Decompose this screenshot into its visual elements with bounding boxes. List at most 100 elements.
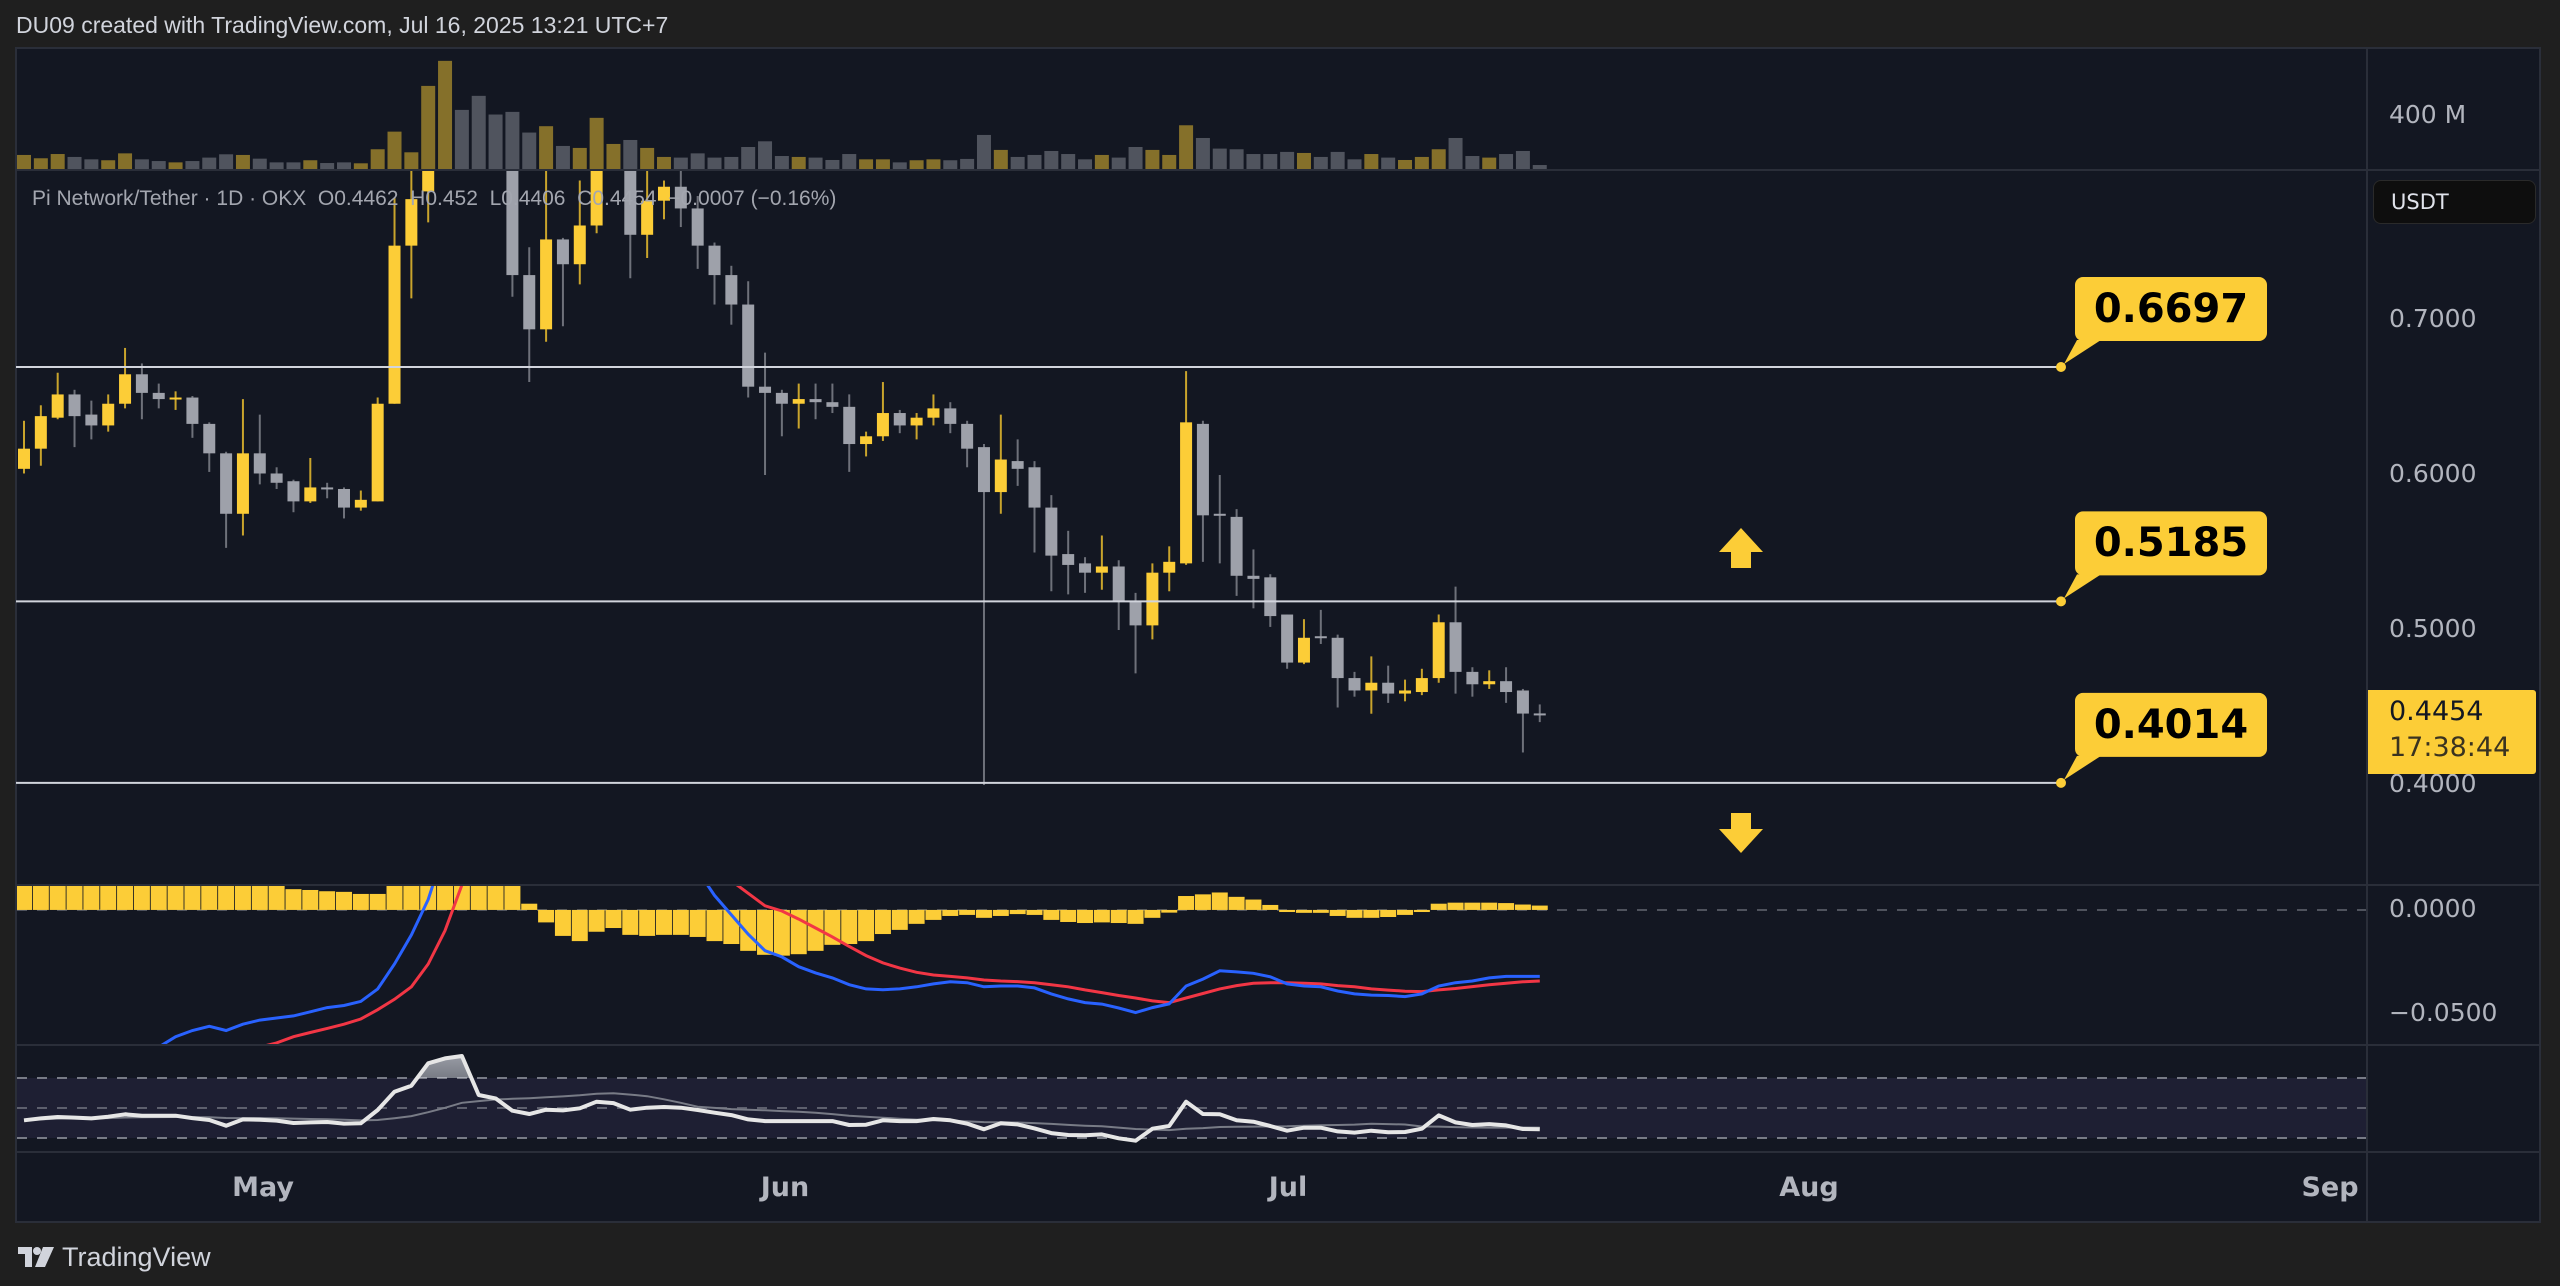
volume-bar: [134, 159, 149, 169]
macd-histogram-bar: [319, 891, 336, 910]
macd-histogram-bar: [1245, 899, 1262, 910]
candle-body: [1331, 637, 1344, 679]
candle-body: [1011, 461, 1024, 469]
candle-body: [809, 399, 822, 403]
volume-bar: [960, 158, 975, 169]
volume-bar: [421, 85, 436, 169]
volume-bar: [1061, 154, 1076, 169]
volume-bar: [892, 162, 907, 169]
macd-histogram-bar: [689, 909, 706, 937]
candle-body: [540, 239, 553, 330]
macd-histogram-bar: [1464, 902, 1481, 910]
candle-body: [186, 397, 199, 424]
callout-box: [2075, 692, 2267, 757]
macd-histogram-bar: [1329, 909, 1346, 916]
time-axis-label: May: [232, 1172, 294, 1203]
horizontal-levels[interactable]: [16, 277, 2267, 788]
currency-button[interactable]: USDT: [2373, 180, 2536, 224]
macd-histogram-bar: [925, 909, 942, 920]
candle-body: [1466, 671, 1479, 685]
volume-bar: [387, 131, 402, 169]
candle-body: [1163, 561, 1176, 573]
macd-histogram-bar: [891, 909, 908, 930]
volume-bar: [1398, 159, 1413, 169]
volume-bar: [522, 132, 537, 169]
arrow-up-icon[interactable]: [1719, 528, 1763, 568]
candle-body: [1314, 636, 1327, 639]
macd-histogram-bar: [1060, 909, 1077, 922]
legend-change: −0.0007 (−0.16%): [668, 187, 837, 210]
candle-body: [354, 499, 367, 508]
candle-body: [68, 394, 81, 417]
candle-body: [927, 408, 940, 418]
candle-body: [944, 408, 957, 424]
macd-histogram-bar: [302, 889, 319, 910]
level-label-resistance[interactable]: 0.6697: [2093, 286, 2249, 332]
volume-bar: [84, 159, 99, 169]
macd-histogram-bar: [285, 889, 302, 910]
volume-bar: [252, 158, 267, 169]
volume-bar: [1094, 154, 1109, 169]
macd-histogram-bar: [1211, 892, 1228, 910]
legend-open: O0.4462: [317, 187, 399, 210]
attribution-text: DU09 created with TradingView.com, Jul 1…: [16, 12, 669, 38]
macd-histogram-bar: [757, 909, 774, 955]
tradingview-logo[interactable]: TradingView: [18, 1242, 211, 1273]
volume-bar: [926, 159, 941, 169]
candle-body: [725, 275, 738, 305]
volume-bar: [1229, 149, 1244, 169]
volume-bar: [17, 154, 31, 169]
macd-histogram-bar: [975, 909, 992, 918]
macd-histogram-bar: [167, 886, 184, 910]
candle-body: [994, 459, 1007, 493]
price-axis-tick: 0.5000: [2389, 614, 2477, 643]
logo-text: TradingView: [62, 1242, 211, 1272]
volume-bar: [555, 145, 570, 169]
candle-body: [792, 399, 805, 404]
candle-body: [405, 199, 418, 246]
volume-bar: [1128, 147, 1143, 169]
macd-histogram-bar: [992, 909, 1009, 916]
symbol-legend[interactable]: Pi Network/Tether · 1D · OKX O0.4462 H0.…: [32, 187, 836, 211]
candle-body: [573, 225, 586, 265]
macd-histogram-bar: [807, 909, 824, 951]
rsi-indicator: [23, 1054, 1540, 1143]
volume-bar: [859, 159, 874, 169]
macd-histogram-bar: [1077, 909, 1094, 924]
volume-bar: [1027, 154, 1042, 169]
macd-histogram-bar: [1093, 909, 1110, 923]
candle-body: [51, 394, 64, 418]
macd-histogram-bar: [17, 886, 32, 910]
macd-histogram-bar: [1380, 909, 1397, 917]
candle-body: [674, 186, 687, 209]
candle-body: [1399, 690, 1412, 694]
arrow-down-icon[interactable]: [1719, 813, 1763, 853]
volume-bar: [993, 149, 1008, 169]
candle-body: [1196, 423, 1209, 516]
macd-histogram-bar: [1312, 909, 1329, 913]
candle-body: [826, 402, 839, 407]
macd-axis-tick: 0.0000: [2389, 894, 2477, 923]
legend-symbol[interactable]: Pi Network/Tether · 1D · OKX: [32, 187, 307, 210]
volume-bar: [202, 157, 217, 169]
candle-body: [34, 416, 47, 449]
candle-body: [203, 423, 216, 454]
callout-tail: [2064, 574, 2101, 599]
volume-bar: [1111, 157, 1126, 169]
candle-body: [1028, 467, 1041, 508]
candle-body: [708, 245, 721, 276]
last-price-label: 0.4454 17:38:44: [2368, 690, 2536, 774]
volume-bar: [1313, 156, 1328, 169]
candle-body: [1264, 577, 1277, 617]
volume-bars: [17, 60, 1547, 169]
level-label-support[interactable]: 0.4014: [2093, 701, 2249, 748]
level-label-mid[interactable]: 0.5185: [2093, 520, 2249, 567]
volume-bar: [1078, 159, 1093, 169]
macd-histogram-bar: [1262, 904, 1279, 910]
candle-body: [1095, 566, 1108, 573]
chart-frame: [15, 47, 2541, 1223]
callout-box: [2075, 511, 2267, 576]
volume-bar: [1431, 149, 1446, 169]
candle-body: [641, 200, 654, 235]
